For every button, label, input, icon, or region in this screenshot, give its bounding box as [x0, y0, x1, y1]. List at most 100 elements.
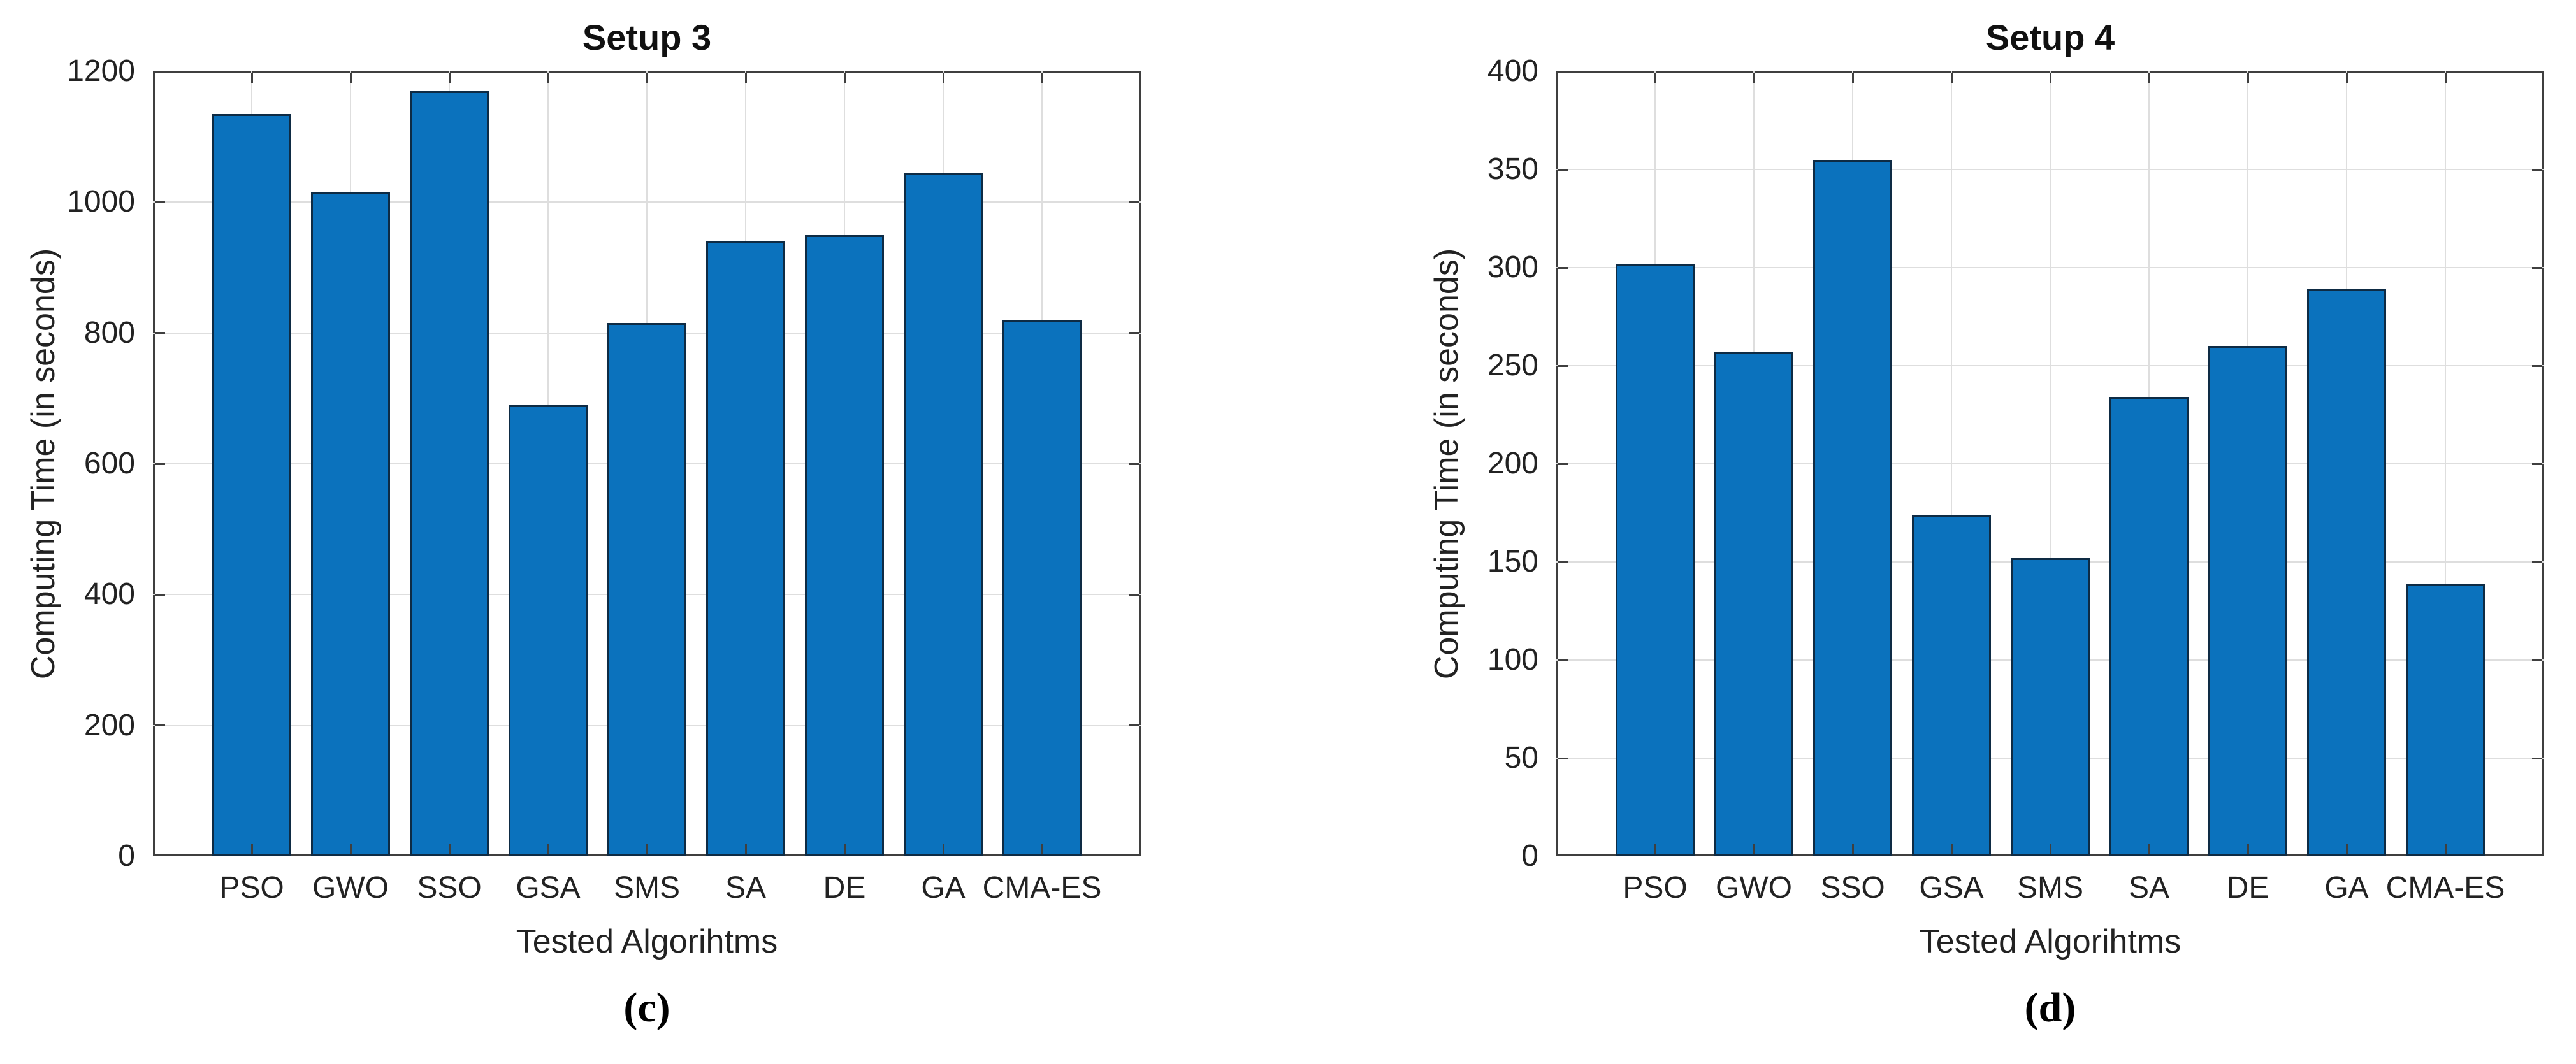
- tick-mark: [2247, 73, 2249, 83]
- bar: [212, 113, 291, 856]
- subfigure-caption: (d): [2024, 984, 2076, 1031]
- tick-mark: [646, 73, 648, 83]
- bar: [1912, 515, 1991, 856]
- subfigure-caption: (c): [623, 984, 670, 1031]
- x-tick-label: GWO: [1716, 871, 1792, 905]
- tick-mark: [349, 73, 352, 83]
- y-tick-label: 1000: [67, 185, 135, 219]
- tick-mark: [1753, 844, 1755, 854]
- tick-mark: [744, 844, 747, 854]
- y-tick-label: 1200: [67, 54, 135, 88]
- x-tick-label: GA: [921, 871, 966, 905]
- chart-title: Setup 4: [1985, 17, 2115, 57]
- bar: [410, 90, 489, 856]
- x-tick-label: DE: [2226, 871, 2269, 905]
- grid-line-h: [1556, 365, 2544, 366]
- chart-title: Setup 3: [582, 17, 712, 57]
- tick-mark: [250, 844, 253, 854]
- tick-mark: [2049, 73, 2051, 83]
- tick-mark: [1129, 201, 1139, 203]
- tick-mark: [942, 73, 944, 83]
- tick-mark: [2532, 463, 2542, 465]
- x-tick-label: DE: [823, 871, 866, 905]
- tick-mark: [1041, 73, 1043, 83]
- x-tick-label: CMA-ES: [2385, 871, 2505, 905]
- x-tick-label: SA: [725, 871, 767, 905]
- y-tick-label: 300: [1487, 250, 1538, 284]
- tick-mark: [744, 73, 747, 83]
- y-tick-label: 50: [1504, 741, 1538, 775]
- y-tick-label: 400: [83, 577, 135, 612]
- y-tick-label: 400: [1487, 54, 1538, 88]
- x-tick-label: GA: [2324, 871, 2369, 905]
- tick-mark: [2532, 266, 2542, 269]
- bar: [509, 405, 588, 856]
- plot-area: [153, 71, 1141, 856]
- y-tick-label: 0: [1521, 839, 1538, 873]
- bar: [805, 234, 884, 856]
- y-tick-label: 0: [118, 839, 135, 873]
- x-axis-label: Tested Algorihtms: [516, 923, 778, 960]
- tick-mark: [1558, 168, 1568, 171]
- x-tick-label: CMA-ES: [982, 871, 1102, 905]
- grid-line-h: [1556, 169, 2544, 170]
- bar: [706, 241, 785, 856]
- bar: [2406, 583, 2485, 856]
- tick-mark: [547, 73, 549, 83]
- tick-mark: [1851, 73, 1854, 83]
- x-tick-label: PSO: [219, 871, 284, 905]
- bar: [1002, 320, 1082, 856]
- tick-mark: [843, 73, 846, 83]
- tick-mark: [547, 844, 549, 854]
- bar: [311, 192, 390, 856]
- tick-mark: [942, 844, 944, 854]
- tick-mark: [155, 332, 165, 334]
- tick-mark: [250, 73, 253, 83]
- tick-mark: [1129, 332, 1139, 334]
- bar: [1714, 352, 1793, 856]
- tick-mark: [1129, 593, 1139, 596]
- tick-mark: [1950, 844, 1953, 854]
- tick-mark: [2049, 844, 2051, 854]
- tick-mark: [2345, 73, 2348, 83]
- tick-mark: [1558, 659, 1568, 661]
- tick-mark: [1950, 73, 1953, 83]
- x-tick-label: SMS: [2016, 871, 2084, 905]
- tick-mark: [1851, 844, 1854, 854]
- tick-mark: [349, 844, 352, 854]
- tick-mark: [1041, 844, 1043, 854]
- plot-area: [1556, 71, 2544, 856]
- tick-mark: [843, 844, 846, 854]
- grid-line-h: [1556, 463, 2544, 464]
- y-tick-label: 150: [1487, 545, 1538, 579]
- tick-mark: [155, 724, 165, 727]
- y-tick-label: 600: [83, 447, 135, 480]
- bar: [607, 323, 686, 856]
- tick-mark: [646, 844, 648, 854]
- tick-mark: [2532, 757, 2542, 759]
- bar: [2208, 346, 2287, 856]
- bar: [2109, 397, 2189, 856]
- bar: [1616, 263, 1695, 856]
- grid-line-h: [1556, 267, 2544, 268]
- y-tick-label: 200: [1487, 447, 1538, 480]
- tick-mark: [2532, 659, 2542, 661]
- tick-mark: [155, 201, 165, 203]
- tick-mark: [1558, 757, 1568, 759]
- x-tick-label: GWO: [312, 871, 389, 905]
- bar: [1813, 159, 1892, 856]
- tick-mark: [2148, 73, 2150, 83]
- tick-mark: [2247, 844, 2249, 854]
- tick-mark: [448, 844, 451, 854]
- tick-mark: [1558, 364, 1568, 367]
- tick-mark: [2148, 844, 2150, 854]
- x-tick-label: GSA: [516, 871, 581, 905]
- x-axis-label: Tested Algorihtms: [1919, 923, 2182, 960]
- y-tick-label: 200: [83, 708, 135, 742]
- tick-mark: [2532, 561, 2542, 563]
- x-tick-label: SSO: [1820, 871, 1885, 905]
- tick-mark: [1129, 463, 1139, 465]
- bar: [904, 173, 983, 856]
